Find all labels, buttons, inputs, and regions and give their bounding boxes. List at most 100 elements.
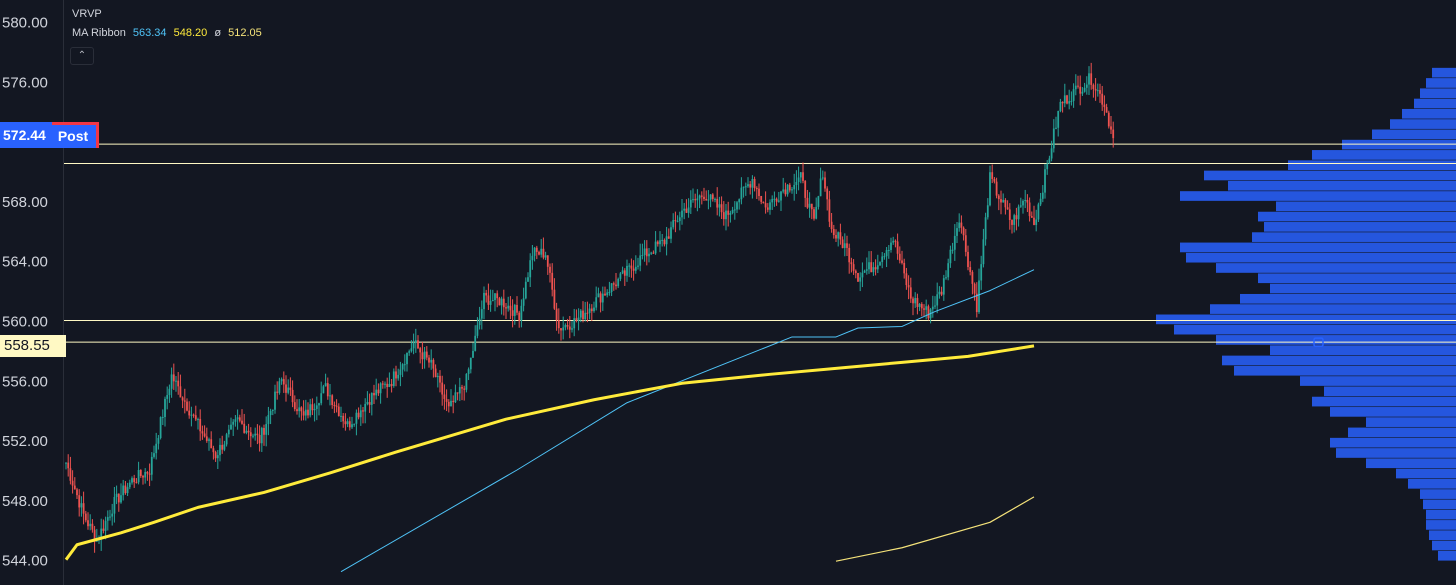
chevron-up-icon[interactable]: ⌃ — [70, 47, 94, 65]
candle-body — [73, 485, 76, 490]
candle-body — [1101, 93, 1104, 105]
candle-body — [69, 468, 72, 481]
candle-body — [918, 303, 921, 307]
candle-body — [1099, 90, 1101, 94]
candle-body — [958, 222, 961, 229]
candle-body — [619, 273, 622, 279]
candle-body — [87, 520, 89, 527]
candle-body — [1063, 95, 1066, 104]
candle-body — [859, 277, 862, 282]
candle-body — [791, 189, 793, 191]
candle-body — [124, 485, 127, 494]
volume-profile-bar — [1252, 232, 1456, 242]
candle-body — [1015, 215, 1018, 220]
candle-body — [1039, 198, 1042, 205]
candle-body — [575, 318, 578, 322]
candle-body — [665, 236, 668, 245]
volume-profile-bar — [1420, 88, 1456, 99]
candle-body — [417, 340, 419, 349]
candle-body — [254, 433, 257, 436]
last-price-tag: 572.44 Post — [0, 122, 100, 148]
candle-body — [82, 503, 85, 514]
candle-body — [806, 197, 809, 208]
candle-body — [553, 289, 556, 309]
candle-body — [348, 421, 351, 428]
candle-body — [454, 392, 457, 403]
candle-body — [289, 387, 292, 390]
candle-body — [986, 205, 989, 218]
candle-body — [340, 415, 342, 417]
candle-body — [489, 300, 492, 305]
candle-body — [359, 410, 362, 418]
candle-body — [230, 424, 232, 430]
candle-body — [769, 202, 771, 210]
candle-body — [170, 374, 173, 389]
candle-body — [813, 209, 815, 219]
candle-body — [964, 235, 967, 252]
candle-body — [678, 217, 681, 222]
candle-body — [375, 389, 378, 396]
candle-body — [425, 351, 428, 358]
y-tick-label: 560.00 — [2, 314, 48, 331]
candle-body — [1079, 86, 1082, 94]
ma-ribbon-indicator-label[interactable]: MA Ribbon 563.34 548.20 ø 512.05 — [72, 27, 266, 39]
last-price-value: 572.44 — [0, 122, 52, 148]
candle-body — [747, 184, 749, 187]
candle-body — [106, 517, 109, 521]
candle-body — [531, 255, 534, 261]
candle-body — [839, 232, 842, 240]
candle-body — [606, 292, 609, 296]
candle-body — [749, 184, 752, 188]
candle-body — [905, 273, 908, 286]
candle-body — [164, 398, 166, 418]
candle-body — [956, 228, 958, 236]
candle-body — [346, 421, 349, 425]
candle-body — [1088, 73, 1090, 85]
candle-body — [469, 357, 472, 370]
candle-body — [645, 248, 648, 257]
candle-body — [216, 455, 219, 459]
candle-body — [793, 185, 796, 190]
candle-body — [351, 424, 353, 428]
volume-profile-bar — [1426, 520, 1456, 530]
candle-body — [320, 393, 323, 404]
candle-body — [973, 283, 976, 294]
candle-body — [874, 267, 877, 270]
candle-body — [139, 470, 142, 476]
vrvp-indicator-label[interactable]: VRVP — [72, 8, 106, 20]
candle-body — [599, 293, 602, 303]
candle-body — [153, 453, 155, 457]
candle-body — [304, 409, 307, 416]
candle-body — [408, 351, 411, 353]
candle-body — [586, 312, 589, 314]
candle-body — [309, 404, 312, 416]
candle-body — [821, 177, 824, 179]
candle-body — [1068, 101, 1071, 104]
candle-body — [395, 371, 397, 379]
candle-body — [942, 278, 945, 295]
candle-body — [315, 405, 318, 409]
candle-body — [544, 255, 547, 258]
candle-body — [1061, 101, 1064, 104]
candle-body — [205, 436, 208, 441]
candle-body — [364, 403, 367, 412]
candle-body — [804, 180, 807, 198]
candle-body — [221, 444, 224, 450]
candle-body — [247, 430, 250, 433]
candle-body — [166, 395, 169, 399]
candle-body — [1055, 127, 1057, 129]
candle-body — [714, 198, 716, 200]
candle-body — [208, 439, 210, 441]
candle-body — [738, 199, 741, 203]
candle-body — [84, 513, 87, 521]
candle-body — [428, 357, 430, 363]
candle-body — [1066, 95, 1068, 104]
candle-body — [1077, 85, 1079, 87]
candle-body — [326, 383, 329, 397]
candle-body — [406, 352, 408, 365]
candle-body — [465, 373, 468, 390]
candle-body — [898, 253, 901, 261]
candle-body — [683, 208, 686, 211]
